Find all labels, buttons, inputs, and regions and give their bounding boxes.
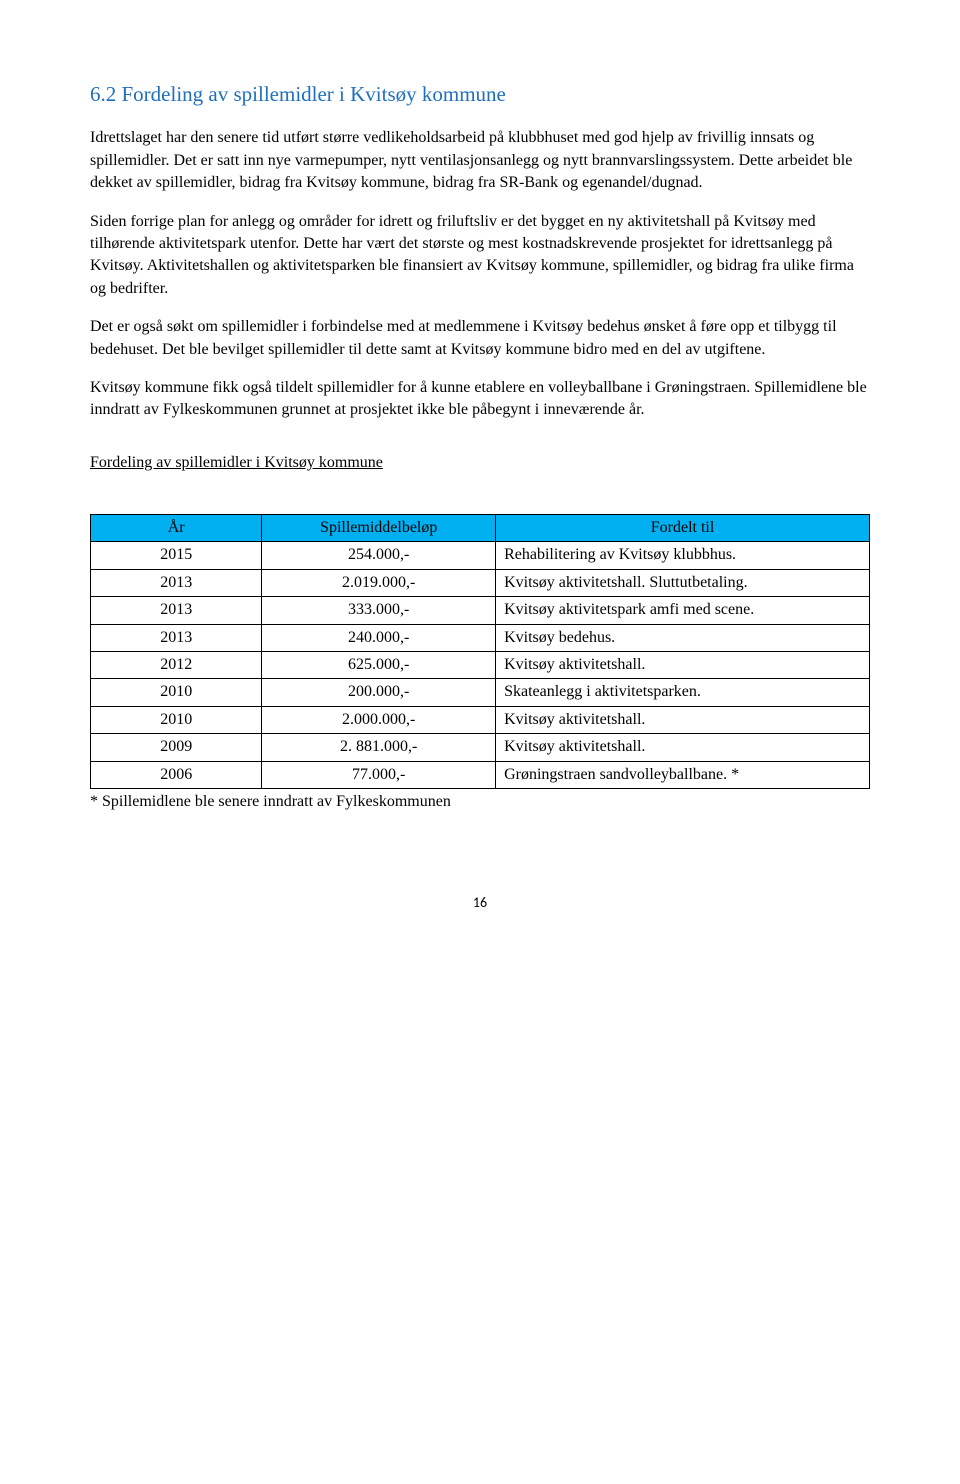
cell-year: 2009 [91,734,262,761]
cell-year: 2010 [91,706,262,733]
table-row: 2010 200.000,- Skateanlegg i aktivitetsp… [91,679,870,706]
table-row: 2013 333.000,- Kvitsøy aktivitetspark am… [91,597,870,624]
cell-year: 2013 [91,624,262,651]
cell-year: 2012 [91,652,262,679]
cell-desc: Kvitsøy aktivitetshall. [496,652,870,679]
cell-year: 2006 [91,761,262,788]
funding-table: År Spillemiddelbeløp Fordelt til 2015 25… [90,514,870,789]
body-paragraph: Siden forrige plan for anlegg og områder… [90,211,870,301]
table-header-year: År [91,515,262,542]
cell-amount: 625.000,- [262,652,496,679]
cell-desc: Kvitsøy aktivitetspark amfi med scene. [496,597,870,624]
cell-desc: Kvitsøy aktivitetshall. [496,706,870,733]
table-header-row: År Spillemiddelbeløp Fordelt til [91,515,870,542]
table-row: 2009 2. 881.000,- Kvitsøy aktivitetshall… [91,734,870,761]
cell-year: 2013 [91,569,262,596]
table-row: 2006 77.000,- Grøningstraen sandvolleyba… [91,761,870,788]
cell-amount: 2.000.000,- [262,706,496,733]
cell-year: 2015 [91,542,262,569]
cell-amount: 200.000,- [262,679,496,706]
table-row: 2010 2.000.000,- Kvitsøy aktivitetshall. [91,706,870,733]
cell-amount: 240.000,- [262,624,496,651]
subheading: Fordeling av spillemidler i Kvitsøy komm… [90,452,870,474]
cell-desc: Grøningstraen sandvolleyballbane. * [496,761,870,788]
cell-desc: Skateanlegg i aktivitetsparken. [496,679,870,706]
cell-amount: 2. 881.000,- [262,734,496,761]
table-footnote: * Spillemidlene ble senere inndratt av F… [90,791,870,813]
section-heading: 6.2 Fordeling av spillemidler i Kvitsøy … [90,80,870,109]
cell-desc: Kvitsøy aktivitetshall. Sluttutbetaling. [496,569,870,596]
table-row: 2015 254.000,- Rehabilitering av Kvitsøy… [91,542,870,569]
table-header-desc: Fordelt til [496,515,870,542]
cell-amount: 254.000,- [262,542,496,569]
cell-desc: Kvitsøy aktivitetshall. [496,734,870,761]
cell-year: 2013 [91,597,262,624]
table-row: 2013 2.019.000,- Kvitsøy aktivitetshall.… [91,569,870,596]
table-header-amount: Spillemiddelbeløp [262,515,496,542]
table-row: 2013 240.000,- Kvitsøy bedehus. [91,624,870,651]
cell-desc: Kvitsøy bedehus. [496,624,870,651]
body-paragraph: Kvitsøy kommune fikk også tildelt spille… [90,377,870,422]
subheading-text: Fordeling av spillemidler i Kvitsøy komm… [90,454,383,471]
cell-desc: Rehabilitering av Kvitsøy klubbhus. [496,542,870,569]
table-row: 2012 625.000,- Kvitsøy aktivitetshall. [91,652,870,679]
cell-amount: 333.000,- [262,597,496,624]
body-paragraph: Det er også søkt om spillemidler i forbi… [90,316,870,361]
cell-year: 2010 [91,679,262,706]
page-number: 16 [90,893,870,913]
cell-amount: 2.019.000,- [262,569,496,596]
cell-amount: 77.000,- [262,761,496,788]
body-paragraph: Idrettslaget har den senere tid utført s… [90,127,870,194]
